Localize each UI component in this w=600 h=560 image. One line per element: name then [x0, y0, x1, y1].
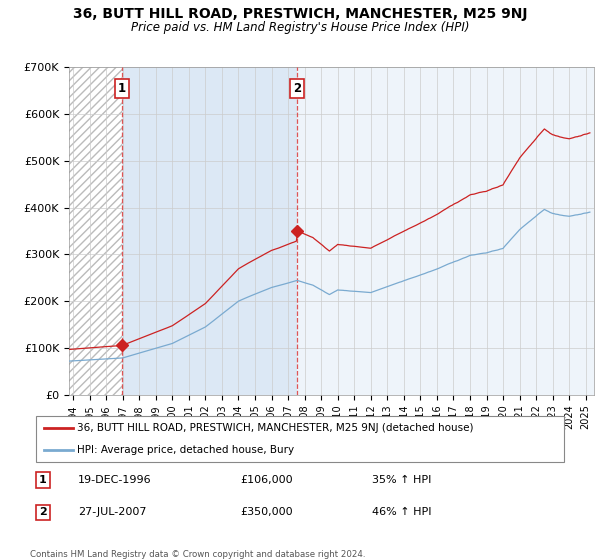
Text: Contains HM Land Registry data © Crown copyright and database right 2024.
This d: Contains HM Land Registry data © Crown c…: [30, 550, 365, 560]
FancyBboxPatch shape: [36, 416, 564, 462]
Text: 27-JUL-2007: 27-JUL-2007: [78, 507, 146, 517]
Text: 1: 1: [39, 475, 47, 485]
Text: 1: 1: [118, 82, 126, 95]
Bar: [69, 67, 122, 395]
Text: 2: 2: [39, 507, 47, 517]
Text: HPI: Average price, detached house, Bury: HPI: Average price, detached house, Bury: [77, 445, 295, 455]
Text: £106,000: £106,000: [240, 475, 293, 485]
Text: 36, BUTT HILL ROAD, PRESTWICH, MANCHESTER, M25 9NJ (detached house): 36, BUTT HILL ROAD, PRESTWICH, MANCHESTE…: [77, 423, 473, 433]
Text: 19-DEC-1996: 19-DEC-1996: [78, 475, 152, 485]
Text: 46% ↑ HPI: 46% ↑ HPI: [372, 507, 431, 517]
Text: 35% ↑ HPI: 35% ↑ HPI: [372, 475, 431, 485]
Bar: [122, 67, 297, 395]
Text: 36, BUTT HILL ROAD, PRESTWICH, MANCHESTER, M25 9NJ: 36, BUTT HILL ROAD, PRESTWICH, MANCHESTE…: [73, 7, 527, 21]
Text: £350,000: £350,000: [240, 507, 293, 517]
Bar: [69, 67, 122, 395]
Text: 2: 2: [293, 82, 301, 95]
Text: Price paid vs. HM Land Registry's House Price Index (HPI): Price paid vs. HM Land Registry's House …: [131, 21, 469, 34]
Bar: [297, 67, 594, 395]
